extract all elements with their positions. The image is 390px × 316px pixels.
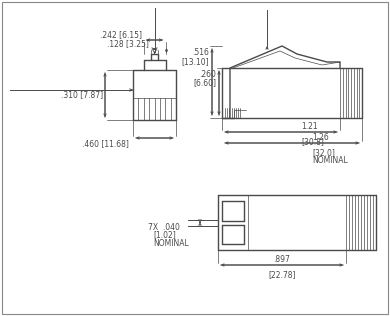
Text: .897: .897 [273,255,291,264]
Text: NOMINAL: NOMINAL [312,156,348,165]
Text: [22.78]: [22.78] [268,270,296,279]
Text: 1.21: 1.21 [301,122,317,131]
Text: NOMINAL: NOMINAL [153,239,189,247]
Text: 1.26: 1.26 [312,133,329,142]
Text: [6.60]: [6.60] [193,78,216,87]
Text: [1.02]: [1.02] [153,230,176,240]
Text: [30.8]: [30.8] [301,137,324,146]
Text: [13.10]: [13.10] [181,57,209,66]
Text: .310 [7.87]: .310 [7.87] [61,90,103,100]
Text: 7X  .040: 7X .040 [148,222,180,232]
Text: .128 [3.25]: .128 [3.25] [107,39,149,48]
Text: [32.0]: [32.0] [312,148,335,157]
Text: .460 [11.68]: .460 [11.68] [82,139,129,148]
Text: .516: .516 [192,48,209,57]
Text: .260: .260 [199,70,216,79]
Text: .242 [6.15]: .242 [6.15] [99,30,142,39]
